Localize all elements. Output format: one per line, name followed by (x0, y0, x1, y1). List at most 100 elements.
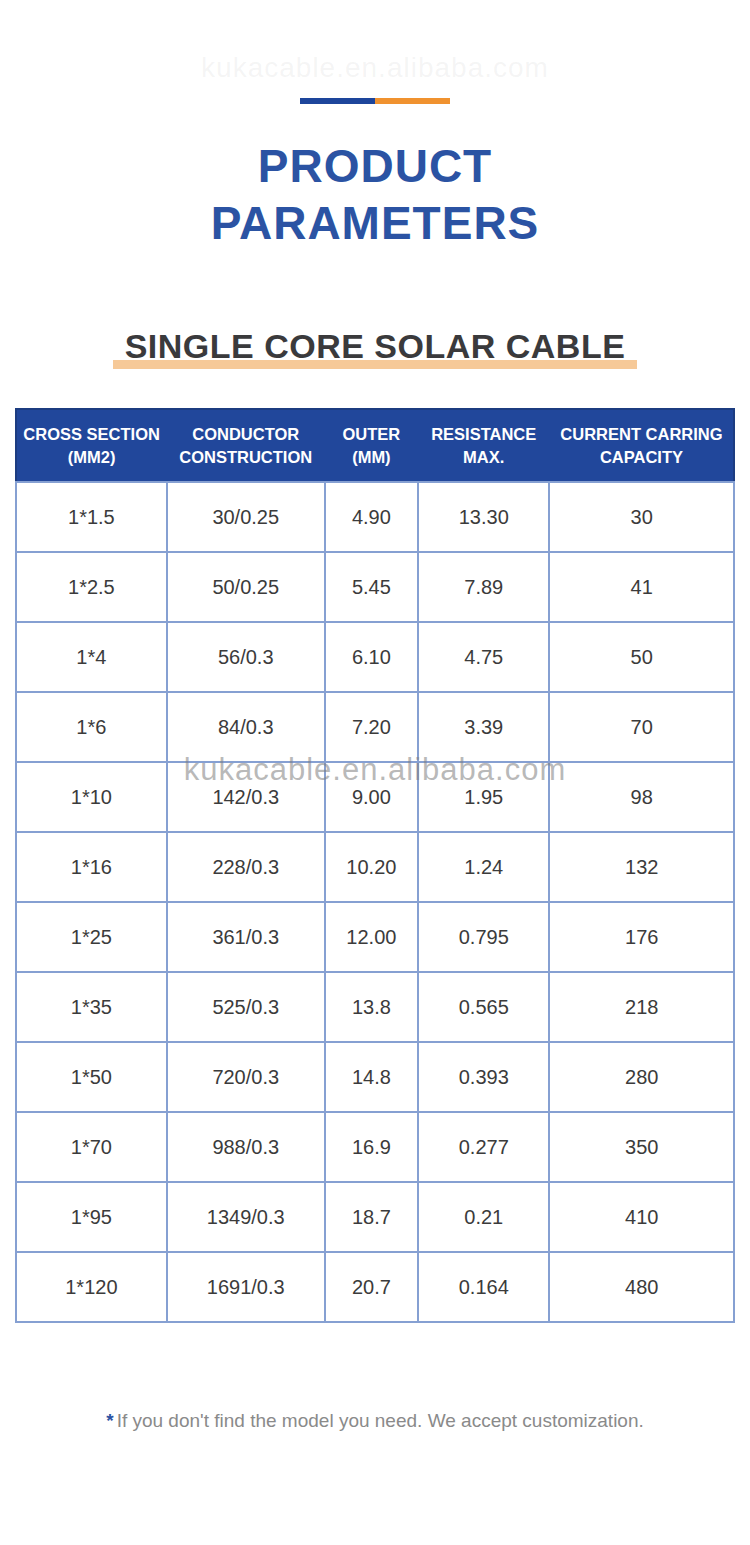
page-title-line2: PARAMETERS (211, 197, 540, 249)
table-cell: 41 (549, 552, 734, 622)
table-cell: 218 (549, 972, 734, 1042)
table-cell: 132 (549, 832, 734, 902)
table-cell: 20.7 (325, 1252, 418, 1322)
table-cell: 228/0.3 (167, 832, 325, 902)
table-cell: 1349/0.3 (167, 1182, 325, 1252)
table-body: 1*1.530/0.254.9013.30301*2.550/0.255.457… (16, 482, 734, 1322)
table-cell: 4.75 (418, 622, 549, 692)
decorative-bar-blue-segment (300, 98, 375, 104)
parameters-table: CROSS SECTION (MM2) CONDUCTOR CONSTRUCTION… (15, 408, 735, 1323)
header-label-line: CONSTRUCTION (179, 448, 312, 466)
table-cell: 4.90 (325, 482, 418, 552)
table-row: 1*35525/0.313.80.565218 (16, 972, 734, 1042)
table-row: 1*1.530/0.254.9013.3030 (16, 482, 734, 552)
table-cell: 1*2.5 (16, 552, 167, 622)
customization-note-text: If you don't find the model you need. We… (117, 1410, 644, 1431)
top-watermark: kukacable.en.alibaba.com (0, 52, 750, 84)
table-cell: 142/0.3 (167, 762, 325, 832)
table-cell: 1.95 (418, 762, 549, 832)
table-cell: 13.8 (325, 972, 418, 1042)
table-cell: 16.9 (325, 1112, 418, 1182)
asterisk: * (106, 1410, 113, 1431)
table-row: 1*1201691/0.320.70.164480 (16, 1252, 734, 1322)
table-cell: 5.45 (325, 552, 418, 622)
table-cell: 280 (549, 1042, 734, 1112)
header-label-line: CONDUCTOR (192, 425, 299, 443)
table-cell: 1*1.5 (16, 482, 167, 552)
table-row: 1*684/0.37.203.3970 (16, 692, 734, 762)
header-cell-resistance-max: RESISTANCE MAX. (418, 409, 549, 482)
table-cell: 6.10 (325, 622, 418, 692)
table-cell: 98 (549, 762, 734, 832)
table-cell: 0.164 (418, 1252, 549, 1322)
decorative-bar (300, 98, 450, 104)
product-page: kukacable.en.alibaba.com PRODUCTPARAMETE… (0, 0, 750, 1545)
section-title-wrap: SINGLE CORE SOLAR CABLE (0, 327, 750, 369)
table-cell: 525/0.3 (167, 972, 325, 1042)
table-cell: 1*120 (16, 1252, 167, 1322)
header-label-line: CURRENT CARRING (560, 425, 722, 443)
header-label-line: MAX. (463, 448, 504, 466)
header-cell-outer-mm: OUTER (MM) (325, 409, 418, 482)
table-cell: 3.39 (418, 692, 549, 762)
table-cell: 12.00 (325, 902, 418, 972)
table-cell: 988/0.3 (167, 1112, 325, 1182)
table-cell: 176 (549, 902, 734, 972)
table-cell: 1*95 (16, 1182, 167, 1252)
header-cell-cross-section: CROSS SECTION (MM2) (16, 409, 167, 482)
table-row: 1*70988/0.316.90.277350 (16, 1112, 734, 1182)
table-row: 1*2.550/0.255.457.8941 (16, 552, 734, 622)
table-header-row: CROSS SECTION (MM2) CONDUCTOR CONSTRUCTION… (16, 409, 734, 482)
table-cell: 13.30 (418, 482, 549, 552)
table-cell: 0.393 (418, 1042, 549, 1112)
table-cell: 1691/0.3 (167, 1252, 325, 1322)
section-title: SINGLE CORE SOLAR CABLE (113, 327, 638, 369)
table-cell: 0.565 (418, 972, 549, 1042)
table-cell: 1*6 (16, 692, 167, 762)
page-title: PRODUCTPARAMETERS (0, 138, 750, 252)
table-cell: 18.7 (325, 1182, 418, 1252)
table-cell: 410 (549, 1182, 734, 1252)
table-cell: 0.21 (418, 1182, 549, 1252)
table-cell: 9.00 (325, 762, 418, 832)
table-cell: 1*4 (16, 622, 167, 692)
table-cell: 1*70 (16, 1112, 167, 1182)
table-cell: 50 (549, 622, 734, 692)
table-cell: 1*50 (16, 1042, 167, 1112)
header-label-line: (MM2) (68, 448, 116, 466)
table-cell: 14.8 (325, 1042, 418, 1112)
table-cell: 1*10 (16, 762, 167, 832)
table-row: 1*951349/0.318.70.21410 (16, 1182, 734, 1252)
table-row: 1*16228/0.310.201.24132 (16, 832, 734, 902)
table-cell: 480 (549, 1252, 734, 1322)
table-cell: 1*16 (16, 832, 167, 902)
table-cell: 1*35 (16, 972, 167, 1042)
table-cell: 350 (549, 1112, 734, 1182)
header-label-line: OUTER (343, 425, 401, 443)
table-cell: 0.277 (418, 1112, 549, 1182)
header-cell-current-carring-capacity: CURRENT CARRING CAPACITY (549, 409, 734, 482)
table-cell: 1.24 (418, 832, 549, 902)
table-cell: 56/0.3 (167, 622, 325, 692)
table-cell: 10.20 (325, 832, 418, 902)
decorative-bar-orange-segment (375, 98, 450, 104)
page-title-line1: PRODUCT (258, 140, 492, 192)
header-cell-conductor-construction: CONDUCTOR CONSTRUCTION (167, 409, 325, 482)
header-label-line: (MM) (352, 448, 390, 466)
table-cell: 7.20 (325, 692, 418, 762)
table-row: 1*10142/0.39.001.9598 (16, 762, 734, 832)
header-label-line: RESISTANCE (431, 425, 536, 443)
table-row: 1*456/0.36.104.7550 (16, 622, 734, 692)
table-cell: 0.795 (418, 902, 549, 972)
table-cell: 30/0.25 (167, 482, 325, 552)
table-row: 1*50720/0.314.80.393280 (16, 1042, 734, 1112)
header-label-line: CROSS SECTION (23, 425, 160, 443)
table-cell: 84/0.3 (167, 692, 325, 762)
table-cell: 7.89 (418, 552, 549, 622)
table-cell: 1*25 (16, 902, 167, 972)
header-label-line: CAPACITY (600, 448, 683, 466)
table-cell: 50/0.25 (167, 552, 325, 622)
table-cell: 30 (549, 482, 734, 552)
table-cell: 361/0.3 (167, 902, 325, 972)
table-cell: 70 (549, 692, 734, 762)
